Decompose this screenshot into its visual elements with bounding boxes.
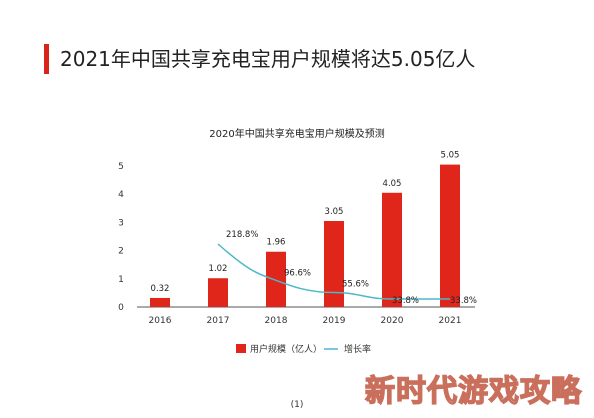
y-tick-label: 4 [118,190,124,200]
x-tick-label: 2017 [207,316,230,326]
growth-data-labels: 218.8% 96.6% 55.6% 33.8% 33.8% [226,230,477,306]
bar-value-label: 5.05 [441,151,460,161]
growth-value-label: 33.8% [392,296,419,306]
x-tick-label: 2018 [265,316,288,326]
growth-value-label: 55.6% [342,280,369,290]
y-tick-label: 2 [118,247,124,257]
growth-line [217,243,450,300]
bar-value-label: 1.96 [267,238,286,248]
bar-value-label: 3.05 [325,207,344,217]
growth-value-label: 96.6% [284,268,311,278]
legend-bar-swatch [236,344,246,353]
x-tick-label: 2021 [439,316,462,326]
page-number: (1) [290,400,304,410]
bar-value-label: 0.32 [151,284,170,294]
bar-data-labels: 0.32 1.02 1.96 3.05 4.05 5.05 [151,151,460,294]
x-tick-labels: 2016 2017 2018 2019 2020 2021 [149,316,462,326]
bar [266,251,286,307]
y-tick-labels: 0 1 2 3 4 5 [118,162,124,313]
bar [440,164,460,307]
y-tick-label: 3 [118,218,124,228]
y-tick-label: 1 [118,275,124,285]
growth-value-label: 33.8% [450,296,477,306]
x-tick-label: 2020 [381,316,404,326]
bar [150,297,170,307]
bar-value-label: 4.05 [383,179,402,189]
chart-title: 2020年中国共享充电宝用户规模及预测 [209,127,384,140]
title-accent-bar [44,44,49,74]
legend-bar-label: 用户规模（亿人） [250,343,322,355]
legend: 用户规模（亿人） 增长率 [236,343,371,355]
watermark-text: 新时代游戏攻略 [364,373,582,409]
x-tick-label: 2016 [149,316,172,326]
bar-series [150,164,460,307]
growth-line-series [217,243,450,300]
legend-line-label: 增长率 [344,343,371,355]
y-tick-label: 0 [118,303,124,313]
x-tick-label: 2019 [323,316,346,326]
y-tick-label: 5 [118,162,124,172]
growth-value-label: 218.8% [226,230,258,240]
bar [382,192,402,307]
bar-value-label: 1.02 [209,264,228,274]
bar [208,278,228,307]
bar [324,220,344,307]
page-title: 2021年中国共享充电宝用户规模将达5.05亿人 [60,47,476,71]
